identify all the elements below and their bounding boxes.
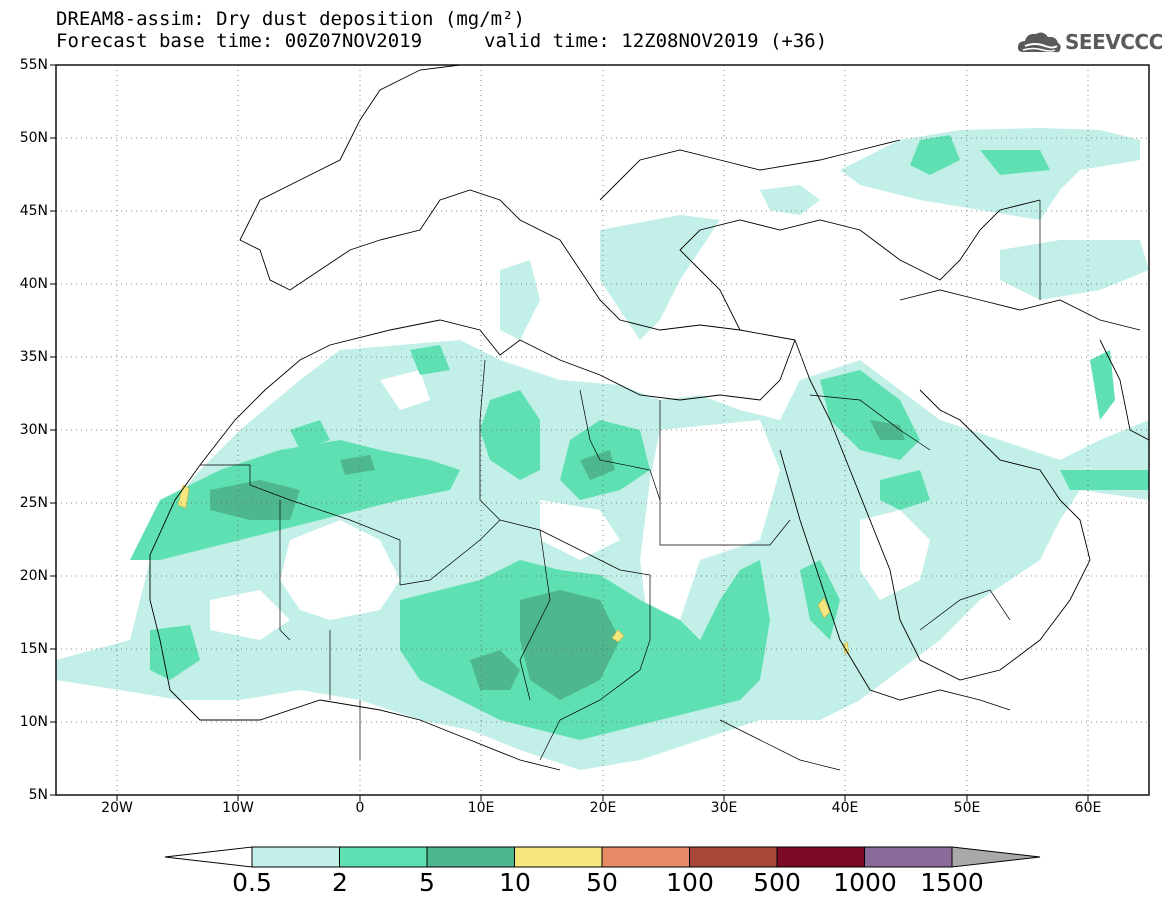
map-title: DREAM8-assim: Dry dust deposition (mg/m²… bbox=[56, 8, 525, 30]
colorbar-high-arrow bbox=[951, 846, 1041, 868]
lon-label: 20W bbox=[101, 800, 133, 816]
lon-label: 60E bbox=[1074, 800, 1102, 816]
colorbar-low-arrow bbox=[164, 846, 253, 868]
colorbar-label: 5 bbox=[419, 868, 435, 897]
colorbar-label: 1500 bbox=[920, 868, 984, 897]
lat-label: 45N bbox=[19, 203, 48, 219]
colorbar-label: 10 bbox=[499, 868, 531, 897]
colorbar-box bbox=[601, 846, 690, 868]
country-borders bbox=[200, 200, 1041, 771]
colorbar-box bbox=[251, 846, 340, 868]
colorbar-box bbox=[689, 846, 778, 868]
lat-label: 20N bbox=[19, 568, 48, 584]
lon-label: 10W bbox=[222, 800, 254, 816]
colorbar-label: 100 bbox=[666, 868, 714, 897]
valid-time: valid time: 12Z08NOV2019 (+36) bbox=[484, 30, 828, 52]
colorbar-box bbox=[514, 846, 603, 868]
lat-label: 30N bbox=[19, 422, 48, 438]
colorbar bbox=[164, 846, 1041, 868]
cloud-icon bbox=[1017, 32, 1061, 53]
coastlines bbox=[149, 65, 1149, 771]
no-deposition-holes bbox=[210, 370, 930, 640]
colorbar-label: 500 bbox=[753, 868, 801, 897]
lat-label: 5N bbox=[28, 787, 48, 803]
lat-label: 40N bbox=[19, 276, 48, 292]
lat-label: 10N bbox=[19, 714, 48, 730]
lat-label: 15N bbox=[19, 641, 48, 657]
colorbar-box bbox=[864, 846, 953, 868]
lon-label: 40E bbox=[831, 800, 859, 816]
lat-label: 55N bbox=[19, 57, 48, 73]
colorbar-label: 0.5 bbox=[232, 868, 272, 897]
colorbar-box bbox=[776, 846, 865, 868]
grid-lines bbox=[56, 65, 1149, 795]
forecast-base-time: Forecast base time: 00Z07NOV2019 bbox=[56, 30, 423, 52]
lat-label: 50N bbox=[19, 130, 48, 146]
lon-label: 20E bbox=[589, 800, 617, 816]
axis-ticks bbox=[50, 64, 1089, 801]
colorbar-label: 50 bbox=[586, 868, 618, 897]
lon-label: 30E bbox=[710, 800, 738, 816]
lon-label: 50E bbox=[953, 800, 981, 816]
lat-label: 35N bbox=[19, 349, 48, 365]
logo-text: SEEVCCC bbox=[1065, 30, 1163, 54]
lon-label: 10E bbox=[467, 800, 495, 816]
level-5-fill bbox=[210, 420, 905, 700]
colorbar-box bbox=[426, 846, 515, 868]
seevccc-logo: SEEVCCC bbox=[1015, 26, 1163, 60]
deposition-field bbox=[56, 65, 1149, 795]
level-10-fill bbox=[177, 484, 850, 655]
colorbar-label: 1000 bbox=[833, 868, 897, 897]
lat-label: 25N bbox=[19, 495, 48, 511]
colorbar-box bbox=[339, 846, 428, 868]
lon-label: 0 bbox=[355, 800, 365, 816]
colorbar-label: 2 bbox=[332, 868, 348, 897]
